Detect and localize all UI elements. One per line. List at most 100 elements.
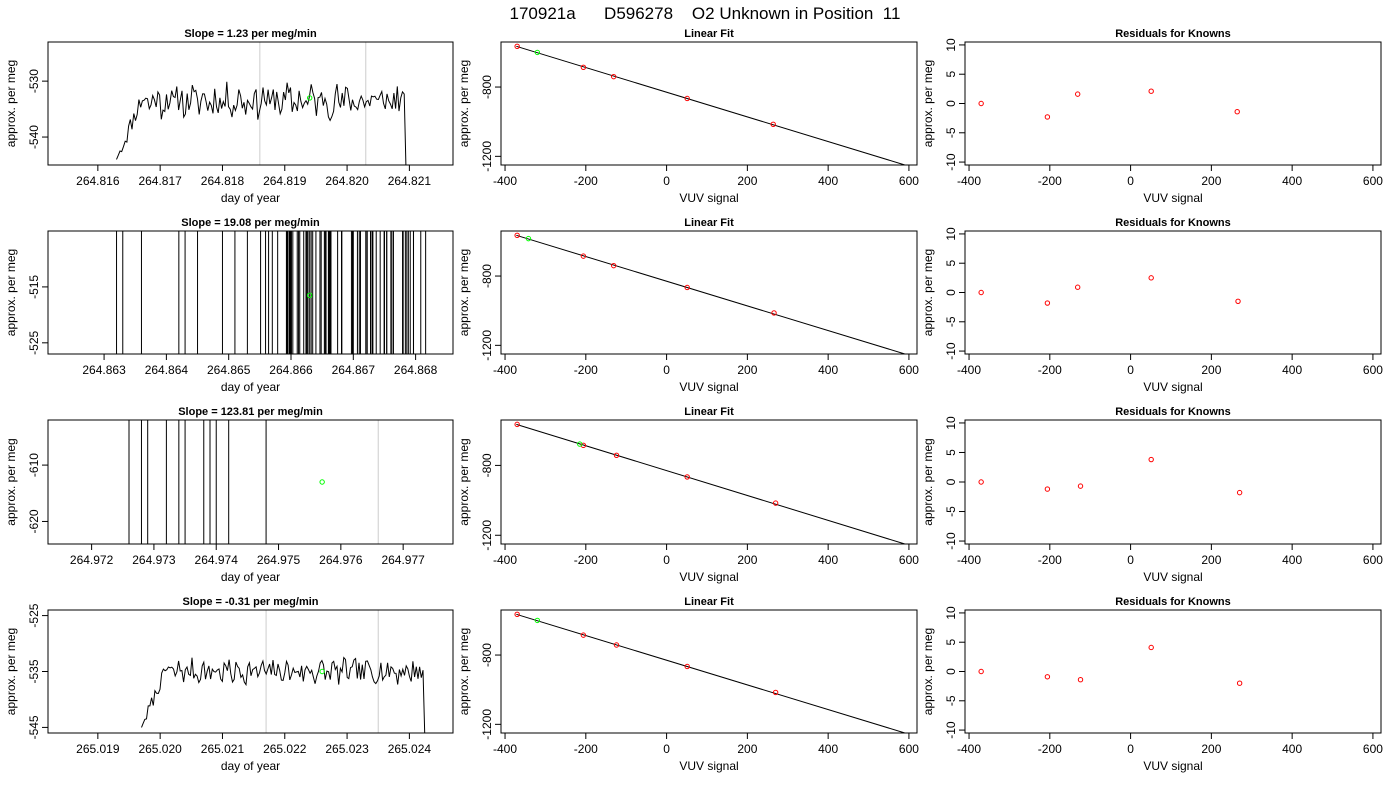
plot-frame: [964, 609, 1382, 734]
y-axis: 10 5 0 -5 -10 approx. per meg: [921, 227, 965, 360]
known-point: [1074, 284, 1081, 290]
panel-title: Linear Fit: [684, 596, 734, 608]
known-point: [772, 500, 779, 506]
panel-title: Residuals for Knowns: [1115, 596, 1231, 608]
x-tick-label: 400: [1282, 742, 1302, 756]
x-axis: 265.019 265.020 265.021 265.022 265.023 265.0…: [76, 733, 431, 773]
x-tick-label: 400: [1282, 553, 1302, 567]
panel-title: Residuals for Knowns: [1115, 217, 1231, 229]
x-tick-label: 0: [1127, 363, 1134, 377]
panel-4-3: Residuals for Knowns -400 -200 0 200 400 600 VU…: [921, 596, 1383, 773]
known-point: [1077, 677, 1084, 683]
x-tick-label: -400: [957, 363, 981, 377]
known-point: [684, 663, 690, 670]
x-tick-label: 0: [1127, 553, 1134, 567]
x-tick-label: 600: [1363, 553, 1383, 567]
x-tick-label: -200: [574, 174, 598, 188]
x-axis-label: VUV signal: [1143, 759, 1202, 773]
x-axis: -400 -200 0 200 400 600 VUV signal: [493, 165, 919, 205]
panel-3-2: Linear Fit -400 -200 0 200 400 600 VUV signal -8…: [457, 406, 919, 584]
panel-title: Slope = 123.81 per meg/min: [178, 406, 323, 418]
x-tick-label: 200: [1201, 363, 1221, 377]
x-axis: 264.863 264.864 264.865 264.866 264.867 264.8…: [82, 354, 438, 394]
known-point: [1234, 109, 1240, 115]
x-tick-label: 264.866: [269, 363, 313, 377]
x-tick-label: -400: [493, 174, 517, 188]
x-tick-label: 264.816: [76, 174, 120, 188]
y-axis: -530 -540 approx. per meg: [4, 60, 48, 149]
y-axis-label: approx. per meg: [921, 249, 935, 336]
y-axis-label: approx. per meg: [4, 438, 18, 525]
plot-frame: [500, 419, 918, 545]
known-point: [1077, 483, 1084, 489]
x-axis: 264.972 264.973 264.974 264.975 264.976 264.9…: [70, 544, 425, 584]
known-point: [978, 289, 984, 296]
panel-title: Linear Fit: [684, 217, 734, 229]
x-tick-label: 400: [818, 174, 838, 188]
x-tick-label: 200: [737, 742, 757, 756]
panel-title: Slope = 19.08 per meg/min: [181, 217, 320, 229]
x-tick-label: 200: [1201, 174, 1221, 188]
y-tick-label: -525: [27, 603, 41, 627]
x-axis: -400 -200 0 200 400 600 VUV signal: [957, 544, 1383, 584]
x-tick-label: 264.976: [319, 553, 363, 567]
y-tick-label: 10: [944, 416, 958, 430]
known-point: [514, 43, 520, 50]
plot-frame: [47, 41, 454, 166]
y-tick-label: -545: [27, 715, 41, 739]
y-tick-label: -610: [27, 453, 41, 477]
x-tick-label: 264.974: [195, 553, 239, 567]
x-tick-label: -200: [574, 363, 598, 377]
x-tick-label: 200: [737, 174, 757, 188]
x-tick-label: 264.977: [381, 553, 425, 567]
known-point: [1148, 456, 1154, 463]
panel-title: Slope = 1.23 per meg/min: [184, 28, 317, 40]
fit-line: [516, 423, 906, 544]
y-axis-label: approx. per meg: [921, 60, 935, 147]
y-tick-label: -515: [27, 275, 41, 299]
known-point: [1148, 644, 1154, 651]
x-tick-label: -200: [1038, 174, 1062, 188]
y-tick-label: 0: [944, 478, 958, 485]
x-axis-label: day of year: [221, 380, 280, 394]
panel-title: Residuals for Knowns: [1115, 28, 1231, 40]
y-axis-label: approx. per meg: [4, 628, 18, 715]
known-point: [1236, 489, 1243, 496]
x-axis-label: day of year: [221, 191, 280, 205]
unknown-point: [534, 49, 541, 56]
unknown-point: [319, 479, 325, 485]
x-tick-label: 0: [663, 174, 670, 188]
unknown-point: [306, 292, 313, 298]
known-point: [580, 632, 587, 638]
y-tick-label: 10: [944, 38, 958, 52]
y-axis: -515 -525 approx. per meg: [4, 249, 48, 355]
plot-area: [116, 231, 427, 354]
y-tick-label: 0: [944, 100, 958, 107]
y-tick-label: 0: [944, 668, 958, 675]
known-point: [684, 95, 690, 102]
x-tick-label: 264.864: [145, 363, 189, 377]
y-axis: -610 -620 approx. per meg: [4, 438, 48, 533]
y-tick-label: -1200: [480, 141, 494, 172]
known-point: [514, 421, 520, 428]
y-tick-label: -5: [944, 316, 958, 327]
x-axis: -400 -200 0 200 400 600 VUV signal: [493, 544, 919, 584]
known-point: [514, 611, 520, 618]
unknown-point: [319, 668, 325, 675]
plot-area: [978, 644, 1243, 686]
x-tick-label: 0: [663, 553, 670, 567]
panel-4-2: Linear Fit -400 -200 0 200 400 600 VUV signal -8…: [457, 596, 919, 773]
y-tick-label: 0: [944, 289, 958, 296]
x-tick-label: 0: [1127, 174, 1134, 188]
y-tick-label: -5: [944, 127, 958, 138]
known-point: [1148, 275, 1154, 281]
known-point: [1148, 88, 1154, 94]
known-point: [613, 452, 620, 458]
y-tick-label: -1200: [480, 330, 494, 361]
y-axis-label: approx. per meg: [457, 438, 471, 525]
panel-title: Residuals for Knowns: [1115, 406, 1231, 418]
x-tick-label: -400: [957, 742, 981, 756]
